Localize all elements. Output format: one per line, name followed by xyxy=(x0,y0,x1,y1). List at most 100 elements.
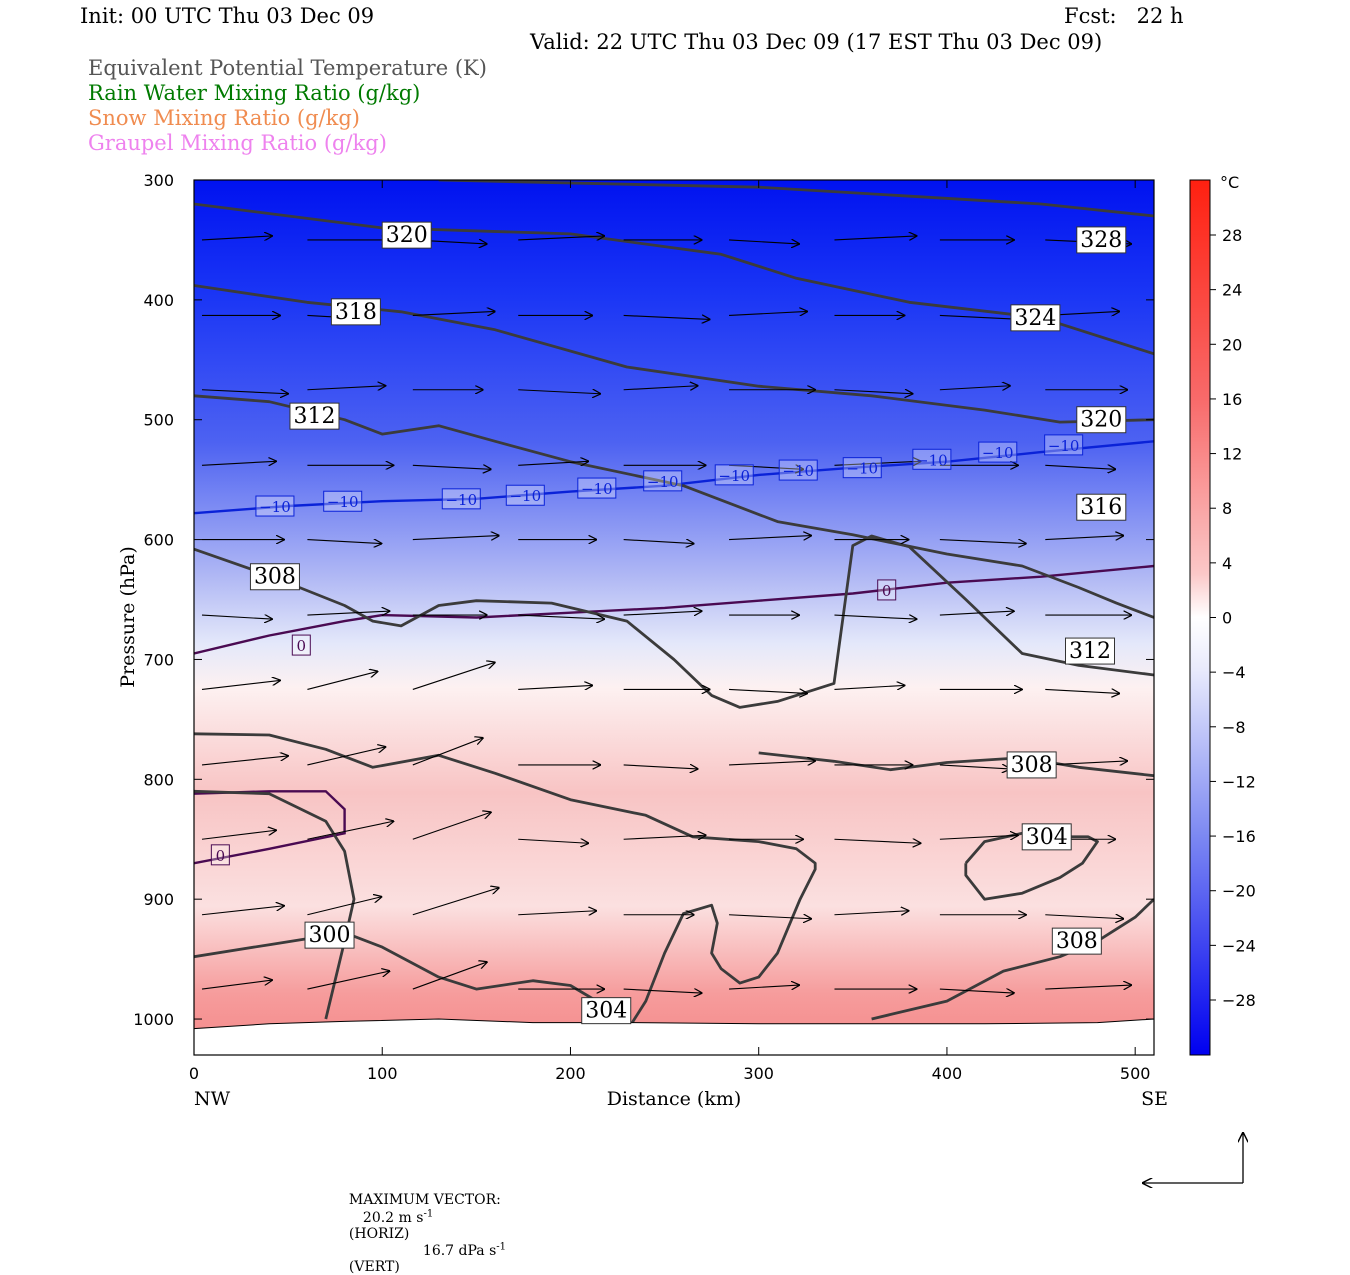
isotherm-line xyxy=(194,790,346,865)
wind-vector xyxy=(1045,761,1127,765)
theta-e-label-box xyxy=(1065,637,1115,665)
isotherm-label-box xyxy=(291,634,311,656)
wind-vector xyxy=(939,386,1010,390)
field-label-graupel: Graupel Mixing Ratio (g/kg) xyxy=(88,131,387,155)
theta-e-label: 324 xyxy=(1014,306,1056,331)
colorbar-label: −28 xyxy=(1222,991,1256,1010)
theta-e-contour xyxy=(758,751,1154,778)
isotherm-line xyxy=(194,564,1154,655)
wind-vector xyxy=(623,611,702,615)
isotherm-label: 0 xyxy=(297,637,307,655)
wind-vector xyxy=(518,685,592,689)
wind-vector xyxy=(201,980,272,990)
theta-e-label: 316 xyxy=(1080,495,1122,520)
y-tick-label: 800 xyxy=(143,770,174,789)
wind-vector xyxy=(729,689,807,693)
wind-vector xyxy=(834,461,920,465)
max-horiz-tag: (HORIZ) xyxy=(348,1225,410,1242)
wind-vector xyxy=(518,615,604,619)
wind-vector xyxy=(939,989,1014,993)
colorbar-unit: °C xyxy=(1220,173,1239,192)
isotherm-label-box xyxy=(912,448,952,470)
wind-vector xyxy=(518,390,600,394)
y-axis-title: Pressure (hPa) xyxy=(117,546,139,688)
x-tick-label: 300 xyxy=(743,1064,774,1083)
isotherm-label: −10 xyxy=(916,451,948,469)
field-label-rain-water: Rain Water Mixing Ratio (g/kg) xyxy=(88,81,421,105)
theta-e-label: 308 xyxy=(1056,929,1098,954)
wind-vector xyxy=(939,835,1018,839)
theta-e-label: 308 xyxy=(1011,753,1053,778)
wind-vector xyxy=(307,821,393,840)
isotherm-label-box xyxy=(643,470,683,492)
wind-vector xyxy=(1045,985,1131,989)
max-vector-caption: MAXIMUM VECTOR: 20.2 m s-1 (HORIZ) 16.7 … xyxy=(340,1176,506,1275)
isotherm-label-box xyxy=(842,457,882,479)
terrain-mask xyxy=(193,1018,1155,1056)
y-tick-label: 300 xyxy=(143,171,174,190)
theta-e-label: 318 xyxy=(335,300,377,325)
colorbar-label: 4 xyxy=(1222,554,1232,573)
colorbar-label: 20 xyxy=(1222,335,1242,354)
isotherm-label: −10 xyxy=(509,487,541,505)
wind-vector xyxy=(201,461,276,465)
isotherm-label: −10 xyxy=(327,493,359,511)
cross-section-chart: 320 318 312 308 300 304 328 324 320 316 312 308 304 3… xyxy=(117,171,1256,1200)
theta-e-label-box xyxy=(1051,927,1102,955)
wind-vector xyxy=(307,540,381,544)
wind-vector xyxy=(729,985,799,989)
wind-vector xyxy=(307,971,389,990)
isotherm-label-box xyxy=(255,495,295,517)
forecast-hour: Fcst: 22 h xyxy=(1064,4,1184,28)
temperature-colorbar: °C 28 24 20 16 12 8 4 0 −4 −8 −12 −16 −20 −24 −28 xyxy=(1189,173,1256,1056)
theta-e-label-box xyxy=(289,402,340,430)
isotherm-label: 0 xyxy=(216,847,226,865)
wind-vector xyxy=(834,911,908,915)
colorbar-label: −24 xyxy=(1222,936,1256,955)
isotherm-label: −10 xyxy=(718,467,750,485)
theta-e-label: 320 xyxy=(386,223,428,248)
isotherm-label-box xyxy=(778,459,818,481)
wind-vector xyxy=(1045,465,1115,469)
wind-vector xyxy=(1045,536,1123,540)
colorbar-label: 12 xyxy=(1222,445,1242,464)
colorbar-label: 28 xyxy=(1222,226,1242,245)
x-tick-label: 400 xyxy=(932,1064,963,1083)
theta-e-label-box xyxy=(1076,406,1127,434)
wind-vector xyxy=(307,671,377,690)
wind-vector xyxy=(834,390,912,394)
theta-e-label-box xyxy=(1010,304,1061,332)
wind-vector xyxy=(729,240,799,244)
theta-e-label: 304 xyxy=(585,999,627,1024)
theta-e-label: 308 xyxy=(254,565,296,590)
plot-area: 320 318 312 308 300 304 328 324 320 316 312 308 304 3… xyxy=(193,179,1155,1056)
wind-vector xyxy=(201,615,272,619)
wind-vector xyxy=(834,615,916,619)
field-label-snow: Snow Mixing Ratio (g/kg) xyxy=(88,106,360,130)
wind-vector xyxy=(518,911,596,915)
y-tick-label: 900 xyxy=(143,890,174,909)
x-tick-label: 200 xyxy=(555,1064,586,1083)
isotherm-label: −10 xyxy=(846,460,878,478)
x-axis-left-end-label: NW xyxy=(194,1088,231,1110)
wind-vector xyxy=(412,962,487,990)
theta-e-label-box xyxy=(249,563,300,591)
wind-vector xyxy=(307,897,381,916)
isotherm-label: −10 xyxy=(445,491,477,509)
colorbar-label: −20 xyxy=(1222,882,1256,901)
max-vector-key xyxy=(1143,1133,1243,1183)
colorbar-fill xyxy=(1189,179,1211,1056)
init-time: Init: 00 UTC Thu 03 Dec 09 xyxy=(80,4,375,28)
y-tick-label: 600 xyxy=(143,531,174,550)
isotherm-label-box xyxy=(210,844,230,866)
theta-e-label-box xyxy=(1076,493,1127,521)
wind-vector xyxy=(201,236,272,240)
wind-vector xyxy=(939,611,1014,615)
wind-vector xyxy=(834,236,916,240)
isotherm-label: −10 xyxy=(982,444,1014,462)
colorbar-label: −16 xyxy=(1222,827,1256,846)
wind-vector xyxy=(1045,915,1123,919)
theta-e-contour xyxy=(194,931,628,1021)
isotherm-label-box xyxy=(323,490,363,512)
valid-time: Valid: 22 UTC Thu 03 Dec 09 (17 EST Thu … xyxy=(530,30,1103,54)
